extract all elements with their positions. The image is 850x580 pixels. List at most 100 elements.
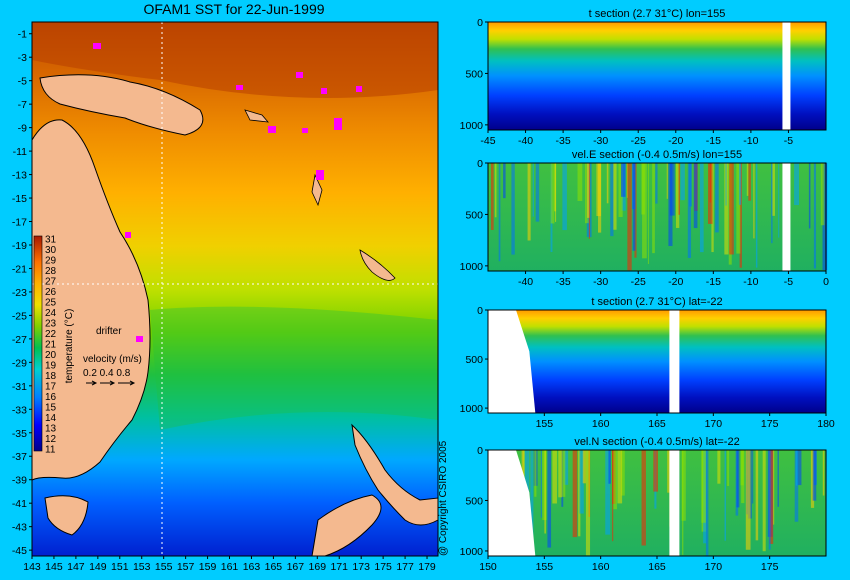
velocity-streak	[647, 163, 649, 264]
velocity-streak	[579, 450, 584, 514]
section-x-tick-label: 170	[705, 418, 723, 430]
map-lat-tick-label: -5	[18, 76, 27, 88]
section-y-tick-label: 500	[465, 68, 483, 80]
section-title: vel.E section (-0.4 0.5m/s) lon=155	[572, 149, 742, 161]
velocity-streak	[532, 163, 534, 217]
map-lat-tick-label: -15	[12, 193, 27, 205]
map-lon-tick-label: 175	[374, 561, 392, 573]
velocity-streak	[740, 450, 744, 486]
map-lat-tick-label: -37	[12, 451, 27, 463]
velocity-streak	[634, 163, 637, 258]
colorbar-tick-label: 17	[45, 382, 57, 393]
velocity-streak	[606, 163, 609, 204]
velocity-streak	[587, 163, 590, 218]
velocity-streak	[641, 450, 646, 546]
colorbar-tick-label: 26	[45, 287, 57, 298]
section-y-tick-label: 0	[477, 158, 483, 170]
section-x-tick-label: -30	[593, 135, 608, 147]
map-lon-tick-label: 157	[177, 561, 195, 573]
section-field	[488, 22, 826, 130]
section-y-tick-label: 0	[477, 305, 483, 317]
shelf-mask	[488, 450, 536, 556]
section-panel-4: vel.N section (-0.4 0.5m/s) lat=-22 150 15…	[460, 436, 827, 573]
colorbar-tick-label: 29	[45, 256, 57, 267]
map-lon-tick-label: 163	[243, 561, 261, 573]
map-lat-tick-label: -23	[12, 287, 27, 299]
velocity-streak	[608, 450, 611, 484]
velocity-streak	[795, 450, 798, 486]
velocity-streak	[753, 163, 755, 239]
map-lon-tick-label: 143	[23, 561, 41, 573]
section-x-tick-label: 165	[648, 561, 666, 573]
map-lat-tick-label: -39	[12, 475, 27, 487]
velocity-streak	[762, 450, 766, 552]
velocity-streak	[585, 163, 589, 224]
velocity-streak	[736, 163, 741, 254]
section-x-tick-label: -5	[784, 135, 793, 147]
colorbar-tick-label: 19	[45, 361, 57, 372]
section-y-tick-label: 500	[465, 354, 483, 366]
colorbar-tick-label: 30	[45, 245, 57, 256]
map-lat-tick-label: -31	[12, 381, 27, 393]
section-x-tick-label: -30	[593, 276, 608, 288]
map-lat-tick-label: -21	[12, 263, 27, 275]
velocity-streak	[561, 450, 566, 497]
velocity-streak	[794, 163, 800, 206]
colorbar-tick-label: 16	[45, 392, 57, 403]
velocity-streak	[701, 450, 706, 523]
velocity-streak	[724, 163, 729, 255]
velocity-streak	[771, 163, 773, 244]
map-lon-tick-label: 177	[396, 561, 414, 573]
land-mask	[782, 163, 791, 271]
velocity-streak	[605, 450, 611, 535]
velocity-streak	[626, 163, 628, 198]
velocity-streak	[724, 450, 727, 541]
land-mask	[669, 310, 680, 413]
map-frame	[31, 21, 439, 557]
map-lat-tick-label: -19	[12, 240, 27, 252]
colorbar	[33, 235, 43, 452]
velocity-streak	[582, 450, 586, 484]
velocity-streak	[768, 450, 771, 550]
section-y-tick-label: 1000	[460, 403, 484, 415]
velocity-streak	[822, 163, 828, 271]
velocity-streak	[578, 450, 581, 537]
velocity-streak	[773, 450, 775, 525]
new-zealand-south	[311, 494, 382, 557]
colorbar-tick-label: 23	[45, 319, 57, 330]
section-x-tick-label: -10	[743, 135, 758, 147]
velocity-streak	[621, 450, 625, 496]
velocity-streak	[812, 450, 817, 501]
velocity-streak	[777, 450, 779, 507]
colorbar-tick-label: 15	[45, 403, 57, 414]
velocity-streak	[610, 163, 614, 237]
colorbar-tick-label: 22	[45, 329, 57, 340]
velocity-streak	[562, 163, 567, 231]
velocity-streak	[613, 450, 617, 510]
solomon-islands	[244, 109, 269, 123]
velocity-streak	[699, 163, 704, 253]
map-lon-tick-label: 149	[89, 561, 107, 573]
map-lat-tick-label: -45	[12, 545, 27, 557]
map-lon-tick-label: 155	[155, 561, 173, 573]
map-lat-tick-label: -7	[18, 99, 27, 111]
velocity-streak	[588, 163, 591, 239]
section-panel-3: t section (2.7 31°C) lat=-22 155 160 165 170…	[460, 296, 835, 430]
velocity-streak	[772, 163, 775, 216]
warm-pool	[32, 22, 438, 98]
section-title: t section (2.7 31°C) lon=155	[589, 8, 726, 20]
velocity-streak	[511, 163, 515, 255]
map-lat-tick-label: -13	[12, 170, 27, 182]
velocity-streak	[652, 163, 655, 254]
map-lon-tick-label: 173	[352, 561, 370, 573]
colorbar-label: temperature (°C)	[64, 309, 75, 384]
section-x-tick-label: 155	[536, 418, 554, 430]
velocity-streak	[612, 163, 617, 230]
velocity-streak	[709, 163, 712, 203]
velocity-streak	[618, 163, 623, 217]
section-x-tick-label: -20	[668, 276, 683, 288]
velocity-streak	[675, 163, 680, 228]
map-lon-tick-label: 167	[287, 561, 305, 573]
section-x-tick-label: 165	[648, 418, 666, 430]
new-guinea	[39, 74, 204, 136]
